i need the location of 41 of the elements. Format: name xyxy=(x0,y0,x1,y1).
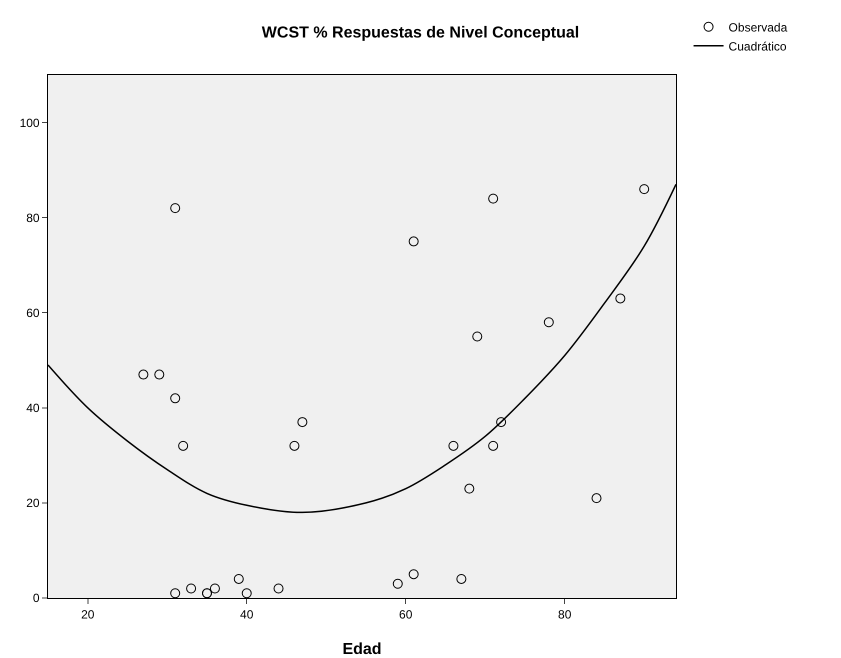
point xyxy=(170,393,180,404)
x-tick-label: 80 xyxy=(558,607,572,622)
point xyxy=(274,583,284,594)
y-tick-label: 20 xyxy=(26,496,40,510)
legend-label: Cuadrático xyxy=(728,39,787,54)
y-tick-label: 40 xyxy=(26,401,40,416)
x-axis-title: Edad xyxy=(342,641,382,658)
chart-title: WCST % Respuestas de Nivel Conceptual xyxy=(262,24,580,42)
x-tick-label: 20 xyxy=(81,607,95,622)
point xyxy=(639,184,650,194)
y-tick-label: 60 xyxy=(26,306,40,320)
y-tick-label: 80 xyxy=(26,210,40,225)
point xyxy=(178,440,188,451)
point xyxy=(615,293,626,304)
point xyxy=(242,588,252,598)
point xyxy=(496,417,506,428)
y-tick-label: 0 xyxy=(32,591,40,606)
point xyxy=(138,370,148,380)
y-tick-label: 100 xyxy=(20,116,40,130)
point xyxy=(392,578,403,589)
point xyxy=(170,203,180,214)
x-tick-label: 60 xyxy=(399,607,413,622)
point xyxy=(234,574,244,584)
point xyxy=(408,569,419,580)
point xyxy=(488,194,498,204)
point xyxy=(488,440,498,451)
point xyxy=(472,332,482,342)
point xyxy=(456,574,466,584)
x-tick-label: 40 xyxy=(240,607,254,622)
point xyxy=(210,583,220,594)
point xyxy=(408,236,419,246)
point xyxy=(154,370,164,380)
point xyxy=(186,583,196,594)
point xyxy=(592,493,602,504)
point xyxy=(448,440,458,451)
point xyxy=(544,317,554,328)
point xyxy=(297,417,308,428)
point xyxy=(464,484,474,494)
legend-label: Observada xyxy=(728,20,788,34)
point xyxy=(289,440,300,451)
point xyxy=(170,588,180,598)
